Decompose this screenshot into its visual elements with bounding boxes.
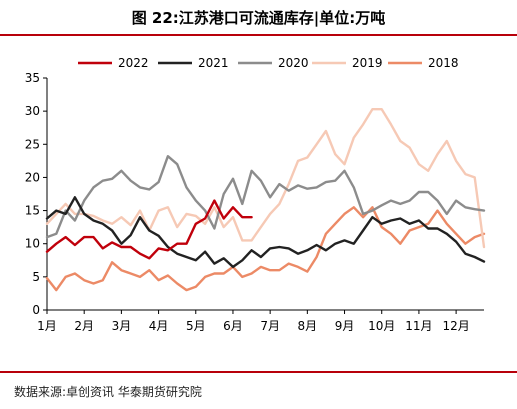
y-tick-label: 10 — [25, 237, 40, 251]
series-line-2018 — [45, 206, 486, 292]
chart-area: 0 5 10 15 20 25 30 35 1月 2月 3月 4月 5月 6月 7月 8月 9月 10月 11月 12… — [0, 36, 517, 371]
figure-title: 图 22:江苏港口可流通库存|单位:万吨 — [0, 0, 517, 36]
legend-label-2020: 2020 — [278, 56, 309, 70]
source-note: 数据来源:卓创资讯 华泰期货研究院 — [0, 371, 517, 409]
x-tick-label: 12月 — [442, 319, 469, 333]
series-line-2019 — [45, 107, 486, 249]
y-tick-label: 15 — [25, 204, 40, 218]
series-line-2021 — [45, 196, 486, 269]
x-tick-label: 9月 — [335, 319, 355, 333]
x-tick-label: 4月 — [149, 319, 169, 333]
legend-label-2022: 2022 — [118, 56, 149, 70]
y-tick-label: 0 — [32, 303, 40, 317]
y-tick-label: 35 — [25, 71, 40, 85]
x-tick-label: 5月 — [186, 319, 206, 333]
y-tick-label: 25 — [25, 137, 40, 151]
legend-label-2019: 2019 — [352, 56, 383, 70]
line-chart: 0 5 10 15 20 25 30 35 1月 2月 3月 4月 5月 6月 7月 8月 9月 10月 11月 12… — [25, 56, 486, 333]
x-tick-label: 8月 — [298, 319, 318, 333]
series-line-2020 — [45, 154, 486, 239]
y-tick-label: 30 — [25, 104, 40, 118]
x-tick-label: 1月 — [37, 319, 57, 333]
x-tick-label: 11月 — [405, 319, 432, 333]
y-tick-label: 20 — [25, 170, 40, 184]
x-tick-label: 10月 — [368, 319, 395, 333]
series-line-2022 — [45, 199, 253, 260]
y-tick-label: 5 — [32, 270, 40, 284]
x-tick-label: 7月 — [260, 319, 280, 333]
legend-label-2021: 2021 — [198, 56, 229, 70]
legend-label-2018: 2018 — [428, 56, 459, 70]
x-tick-label: 6月 — [223, 319, 243, 333]
x-tick-label: 2月 — [74, 319, 94, 333]
x-tick-label: 3月 — [112, 319, 132, 333]
